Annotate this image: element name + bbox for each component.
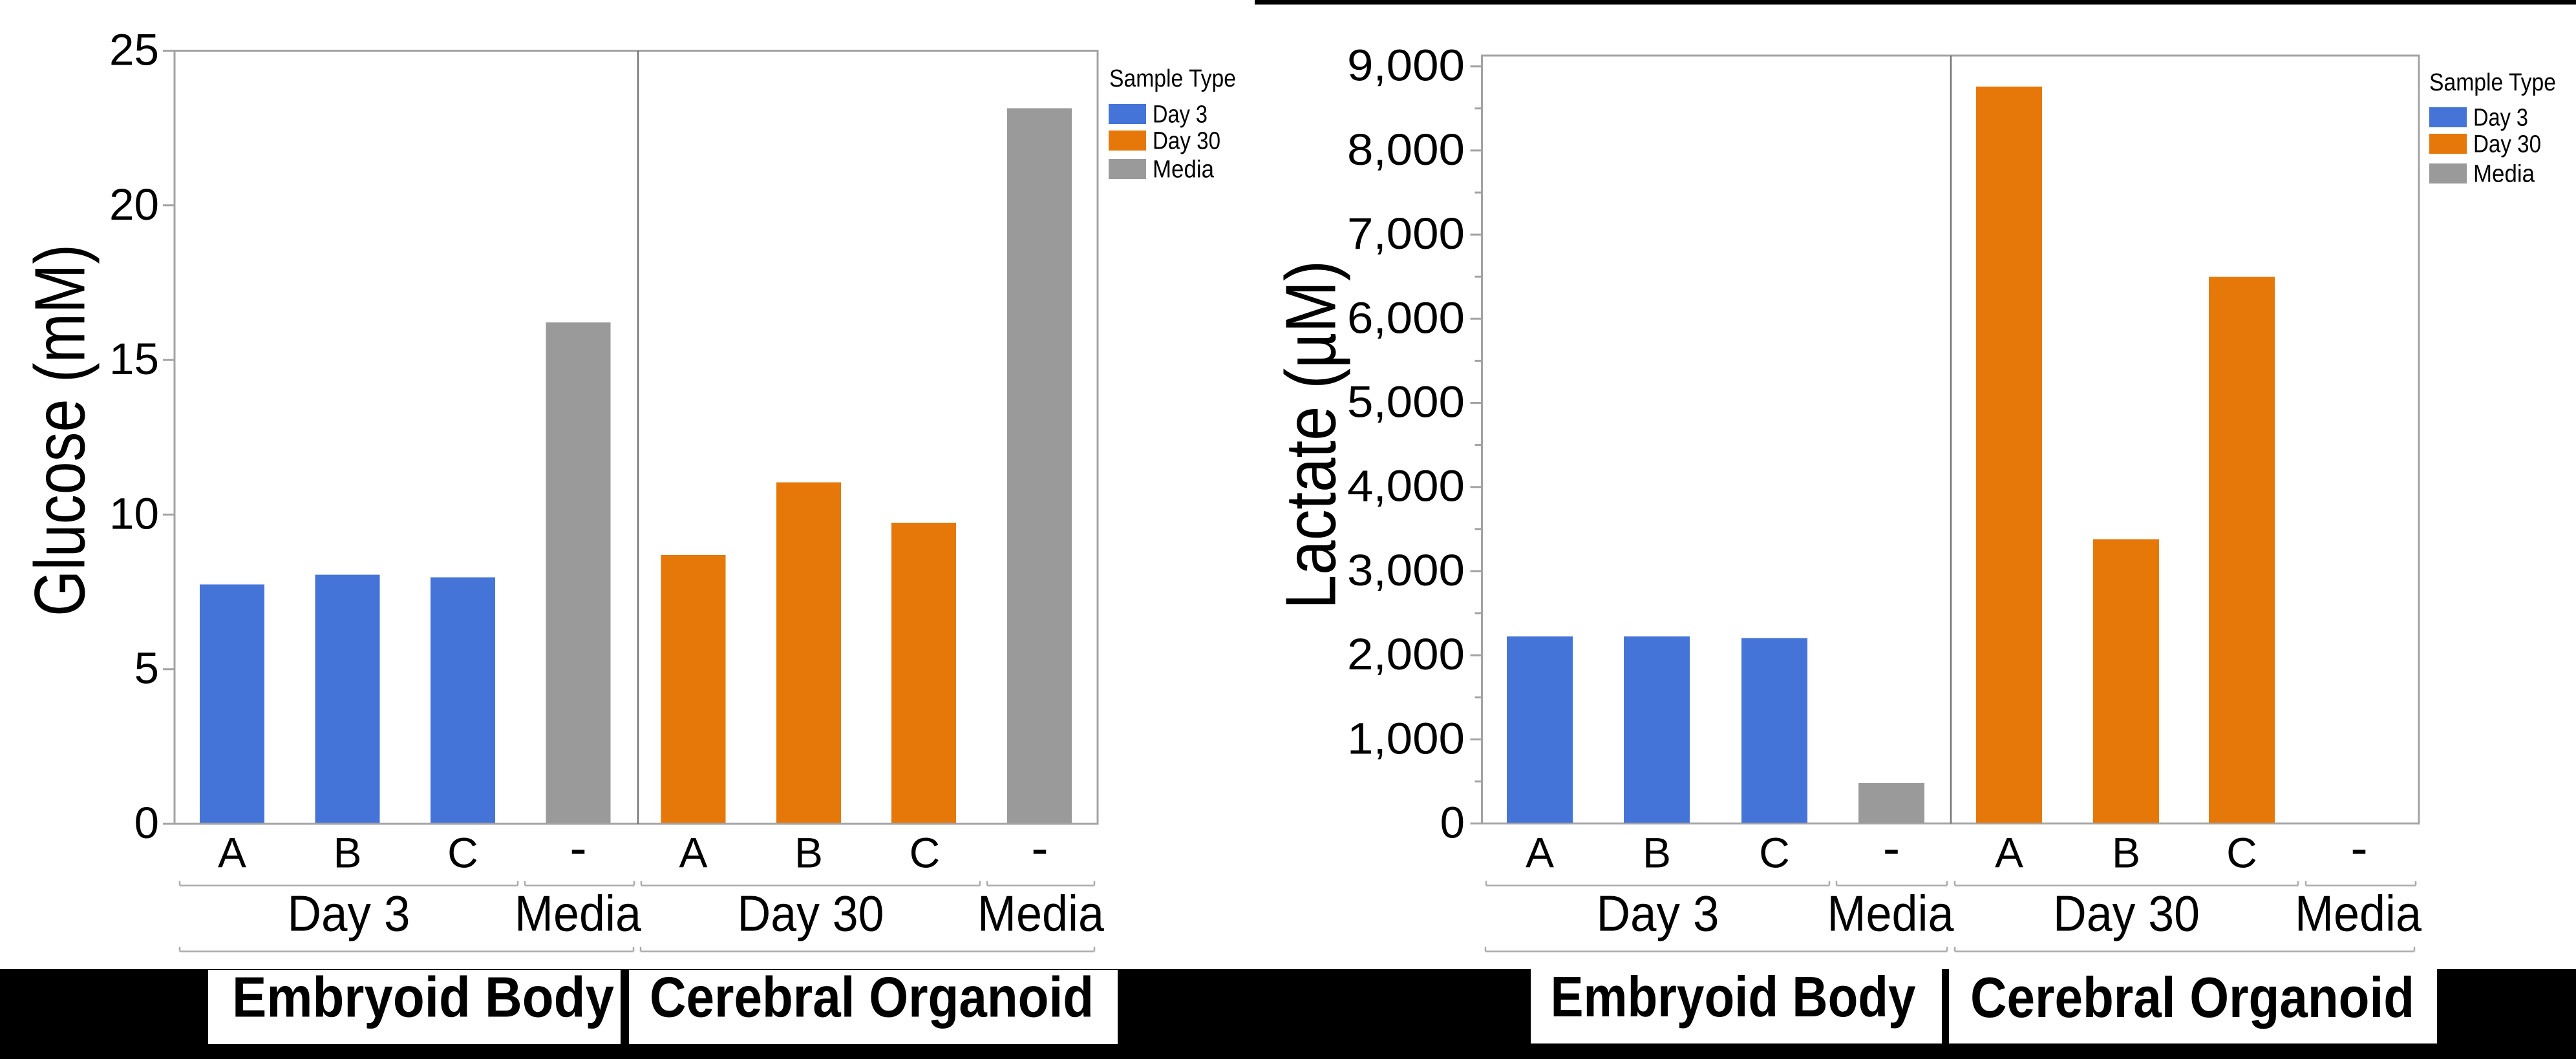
- svg-text:A: A: [218, 829, 246, 877]
- svg-text:Glucose (mM): Glucose (mM): [21, 244, 100, 616]
- svg-text:5: 5: [134, 644, 159, 693]
- svg-text:3,000: 3,000: [1347, 545, 1465, 595]
- svg-text:Sample Type: Sample Type: [2429, 69, 2556, 96]
- svg-text:B: B: [333, 829, 361, 877]
- svg-text:Day 30: Day 30: [1153, 128, 1220, 155]
- svg-text:15: 15: [109, 334, 159, 384]
- svg-text:C: C: [447, 829, 478, 877]
- svg-text:A: A: [1526, 829, 1554, 877]
- svg-text:A: A: [679, 829, 707, 877]
- svg-text:C: C: [910, 829, 941, 877]
- svg-text:0: 0: [1440, 798, 1465, 848]
- svg-text:C: C: [2226, 829, 2257, 877]
- svg-text:Day 3: Day 3: [288, 885, 410, 942]
- svg-text:9,000: 9,000: [1347, 41, 1465, 90]
- svg-text:Lactate (µM): Lactate (µM): [1272, 260, 1351, 609]
- svg-text:8,000: 8,000: [1347, 125, 1465, 174]
- svg-text:Media: Media: [977, 885, 1105, 942]
- svg-text:20: 20: [109, 180, 159, 229]
- svg-text:B: B: [2112, 829, 2140, 877]
- svg-text:5,000: 5,000: [1347, 377, 1465, 427]
- svg-text:Day 3: Day 3: [1597, 885, 1719, 942]
- svg-text:10: 10: [109, 488, 159, 538]
- svg-text:B: B: [794, 829, 823, 877]
- svg-text:Day 30: Day 30: [2053, 885, 2200, 942]
- svg-text:6,000: 6,000: [1347, 293, 1465, 342]
- svg-text:Day 30: Day 30: [2473, 131, 2541, 158]
- svg-text:Day 3: Day 3: [2473, 105, 2528, 132]
- svg-text:Embryoid Body: Embryoid Body: [1551, 965, 1916, 1029]
- svg-text:Sample Type: Sample Type: [1109, 65, 1236, 92]
- svg-text:Cerebral Organoid: Cerebral Organoid: [1970, 965, 2414, 1029]
- svg-text:Cerebral Organoid: Cerebral Organoid: [650, 965, 1094, 1029]
- svg-text:0: 0: [134, 798, 159, 848]
- svg-text:Media: Media: [1153, 156, 1215, 183]
- svg-text:A: A: [1995, 829, 2023, 877]
- svg-text:Media: Media: [515, 885, 642, 942]
- svg-text:Media: Media: [1827, 885, 1955, 942]
- svg-text:Media: Media: [2295, 885, 2422, 942]
- svg-text:2,000: 2,000: [1347, 629, 1465, 679]
- svg-text:Media: Media: [2473, 161, 2535, 188]
- svg-text:1,000: 1,000: [1347, 713, 1465, 763]
- svg-text:4,000: 4,000: [1347, 461, 1465, 511]
- svg-text:Day 30: Day 30: [738, 885, 884, 942]
- svg-text:C: C: [1759, 829, 1790, 877]
- svg-text:B: B: [1643, 829, 1671, 877]
- svg-text:Day 3: Day 3: [1153, 101, 1208, 129]
- svg-text:Embryoid Body: Embryoid Body: [232, 965, 614, 1029]
- svg-text:7,000: 7,000: [1347, 209, 1465, 258]
- svg-text:25: 25: [109, 25, 159, 75]
